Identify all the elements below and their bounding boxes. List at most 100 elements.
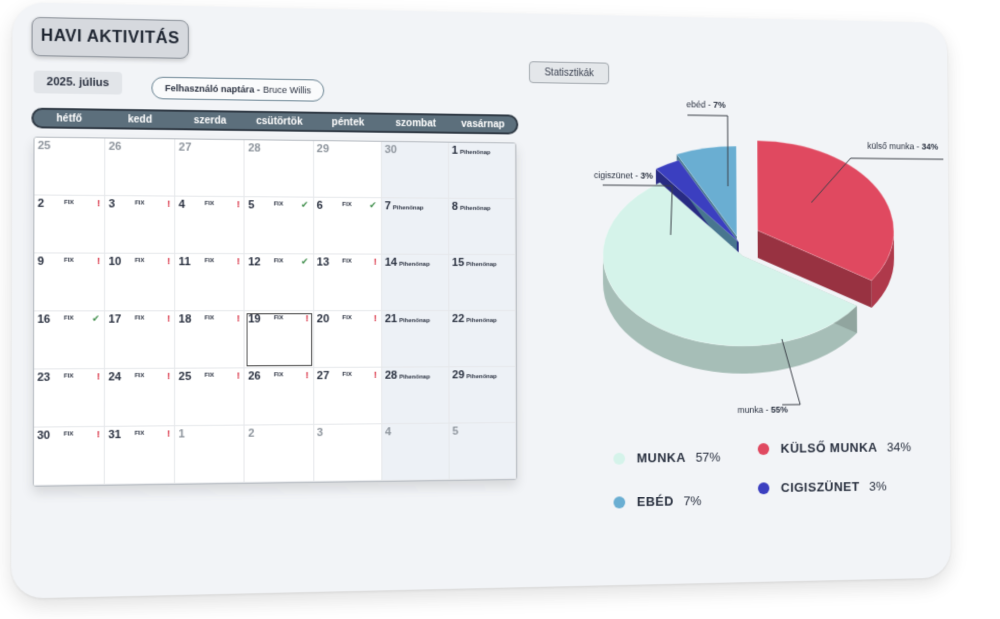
- calendar-day-cell[interactable]: 24 FIX!: [105, 368, 176, 427]
- calendar-day-cell[interactable]: 28: [244, 140, 314, 198]
- weekday-wed: szerda: [193, 114, 227, 127]
- day-number: 3: [316, 426, 324, 440]
- calendar-day-cell[interactable]: 30 FIX!: [33, 426, 106, 486]
- calendar-day-cell[interactable]: 19 FIX!: [244, 311, 314, 369]
- callout-name: cigiszünet: [594, 170, 633, 180]
- fix-label: FIX: [63, 257, 74, 264]
- legend-item[interactable]: CIGISZÜNET 3%: [757, 478, 887, 496]
- calendar-day-cell[interactable]: 3 FIX!: [105, 196, 176, 254]
- page-title[interactable]: HAVI AKTIVITÁS: [31, 16, 189, 59]
- pie-slice-cigiszünet[interactable]: [656, 160, 739, 242]
- legend-value: 7%: [683, 493, 702, 509]
- calendar-day-cell[interactable]: 5 FIX ✔: [244, 197, 314, 255]
- calendar-day-cell[interactable]: 3: [313, 424, 383, 482]
- calendar-day-cell[interactable]: 17 FIX!: [105, 311, 176, 370]
- calendar-grid: 25 26 27 28 29 30 1 Pihenőnap 2 FIX! 3 FIX! 4 FIX! 5 FI…: [32, 136, 518, 487]
- pie-slice-ebéd[interactable]: [677, 145, 737, 236]
- exclamation-icon: !: [373, 313, 377, 324]
- calendar-day-cell[interactable]: 1 Pihenőnap: [448, 142, 516, 200]
- calendar-day-cell[interactable]: 14 Pihenőnap: [381, 254, 450, 312]
- calendar-day-cell[interactable]: 26 FIX!: [244, 368, 314, 426]
- legend-item[interactable]: EBÉD 7%: [613, 493, 702, 509]
- calendar-day-cell[interactable]: 29: [313, 141, 382, 199]
- day-number: 2: [248, 427, 255, 440]
- day-number: 18: [178, 313, 192, 326]
- calendar-day-cell[interactable]: 25: [34, 137, 106, 197]
- callout-pct: 55%: [771, 405, 788, 415]
- callout-pct: 3%: [640, 171, 653, 181]
- exclamation-icon: !: [373, 369, 377, 380]
- legend-swatch: [757, 442, 770, 455]
- calendar-day-cell[interactable]: 30: [381, 141, 449, 199]
- fix-label: FIX: [64, 199, 74, 207]
- fix-label: FIX: [134, 315, 145, 322]
- pie-slice-munka[interactable]: [603, 182, 857, 347]
- calendar-day-cell[interactable]: 28 Pihenőnap: [381, 367, 450, 425]
- day-number: 24: [108, 371, 122, 384]
- fix-label: FIX: [134, 257, 145, 265]
- legend-swatch: [613, 452, 626, 465]
- day-number: 4: [384, 426, 392, 439]
- day-number: 12: [248, 256, 261, 269]
- calendar-day-cell[interactable]: 2 FIX!: [34, 195, 106, 254]
- weekday-header: hétfő kedd szerda csütörtök péntek szomb…: [31, 107, 519, 135]
- day-rest-wrap: 7 Pihenőnap: [385, 200, 424, 212]
- day-number: 6: [316, 199, 323, 212]
- calendar-day-cell[interactable]: 9 FIX!: [34, 253, 106, 312]
- calendar-day-cell[interactable]: 5: [449, 422, 517, 480]
- calendar-day-cell[interactable]: 10 FIX!: [105, 253, 176, 312]
- calendar-day-cell[interactable]: 25 FIX!: [175, 368, 245, 427]
- check-icon: ✔: [91, 313, 100, 324]
- fix-label: FIX: [273, 201, 284, 208]
- day-rest-wrap: 8 Pihenőnap: [452, 201, 491, 213]
- exclamation-icon: !: [305, 370, 309, 381]
- exclamation-icon: !: [96, 429, 100, 440]
- pie-slice-side: [757, 230, 872, 308]
- legend-item[interactable]: MUNKA 57%: [613, 450, 721, 466]
- day-number: 30: [37, 429, 51, 443]
- calendar-day-cell[interactable]: 13 FIX!: [313, 254, 382, 312]
- day-number: 15: [452, 256, 465, 269]
- calendar-day-cell[interactable]: 8 Pihenőnap: [448, 198, 516, 256]
- calendar-day-cell[interactable]: 4: [381, 423, 450, 481]
- legend-value: 3%: [869, 478, 887, 494]
- calendar-day-cell[interactable]: 20 FIX!: [313, 311, 382, 369]
- calendar-day-cell[interactable]: 15 Pihenőnap: [449, 254, 516, 312]
- callout-sep: -: [633, 171, 641, 181]
- calendar-day-cell[interactable]: 7 Pihenőnap: [381, 198, 450, 255]
- calendar-day-cell[interactable]: 11 FIX!: [175, 253, 245, 312]
- rest-day-label: Pihenőnap: [466, 318, 497, 325]
- calendar-day-cell[interactable]: 1: [175, 425, 245, 484]
- calendar-day-cell[interactable]: 2: [244, 424, 314, 483]
- calendar-day-cell[interactable]: 18 FIX!: [175, 311, 245, 369]
- day-number: 14: [384, 256, 398, 269]
- calendar-day-cell[interactable]: 29 Pihenőnap: [449, 366, 517, 424]
- legend-label: KÜLSŐ MUNKA: [780, 439, 878, 456]
- calendar-day-cell[interactable]: 6 FIX ✔: [313, 197, 382, 255]
- user-prefix: Felhasználó naptára -: [164, 82, 260, 95]
- legend-swatch: [613, 495, 626, 508]
- calendar-day-cell[interactable]: 12 FIX ✔: [244, 254, 314, 312]
- calendar-day-cell[interactable]: 23 FIX!: [33, 369, 106, 428]
- day-number: 29: [452, 369, 465, 382]
- day-number: 19: [248, 313, 261, 326]
- calendar-day-cell[interactable]: 27 FIX!: [313, 367, 382, 425]
- calendar-day-cell[interactable]: 16 FIX ✔: [34, 311, 106, 370]
- calendar-day-cell[interactable]: 22 Pihenőnap: [449, 310, 516, 368]
- calendar-day-cell[interactable]: 21 Pihenőnap: [381, 311, 450, 368]
- fix-label: FIX: [342, 201, 352, 209]
- calendar-day-cell[interactable]: 27: [175, 139, 245, 198]
- day-rest-wrap: 14 Pihenőnap: [385, 257, 430, 269]
- calendar-day-cell[interactable]: 31 FIX!: [104, 426, 176, 485]
- callout-sep: -: [706, 100, 714, 110]
- legend-item[interactable]: KÜLSŐ MUNKA 34%: [757, 439, 911, 456]
- calendar-day-cell[interactable]: 26: [105, 138, 176, 197]
- calendar-day-cell[interactable]: 4 FIX!: [175, 196, 245, 255]
- fix-label: FIX: [273, 258, 284, 265]
- day-number: 1: [451, 144, 458, 157]
- weekday-tue: kedd: [127, 113, 153, 126]
- pie-slice-külső-munka[interactable]: [757, 141, 894, 281]
- exclamation-icon: !: [167, 428, 171, 439]
- exclamation-icon: !: [167, 198, 171, 209]
- user-calendar-pill[interactable]: Felhasználó naptára - Bruce Willis: [151, 76, 325, 102]
